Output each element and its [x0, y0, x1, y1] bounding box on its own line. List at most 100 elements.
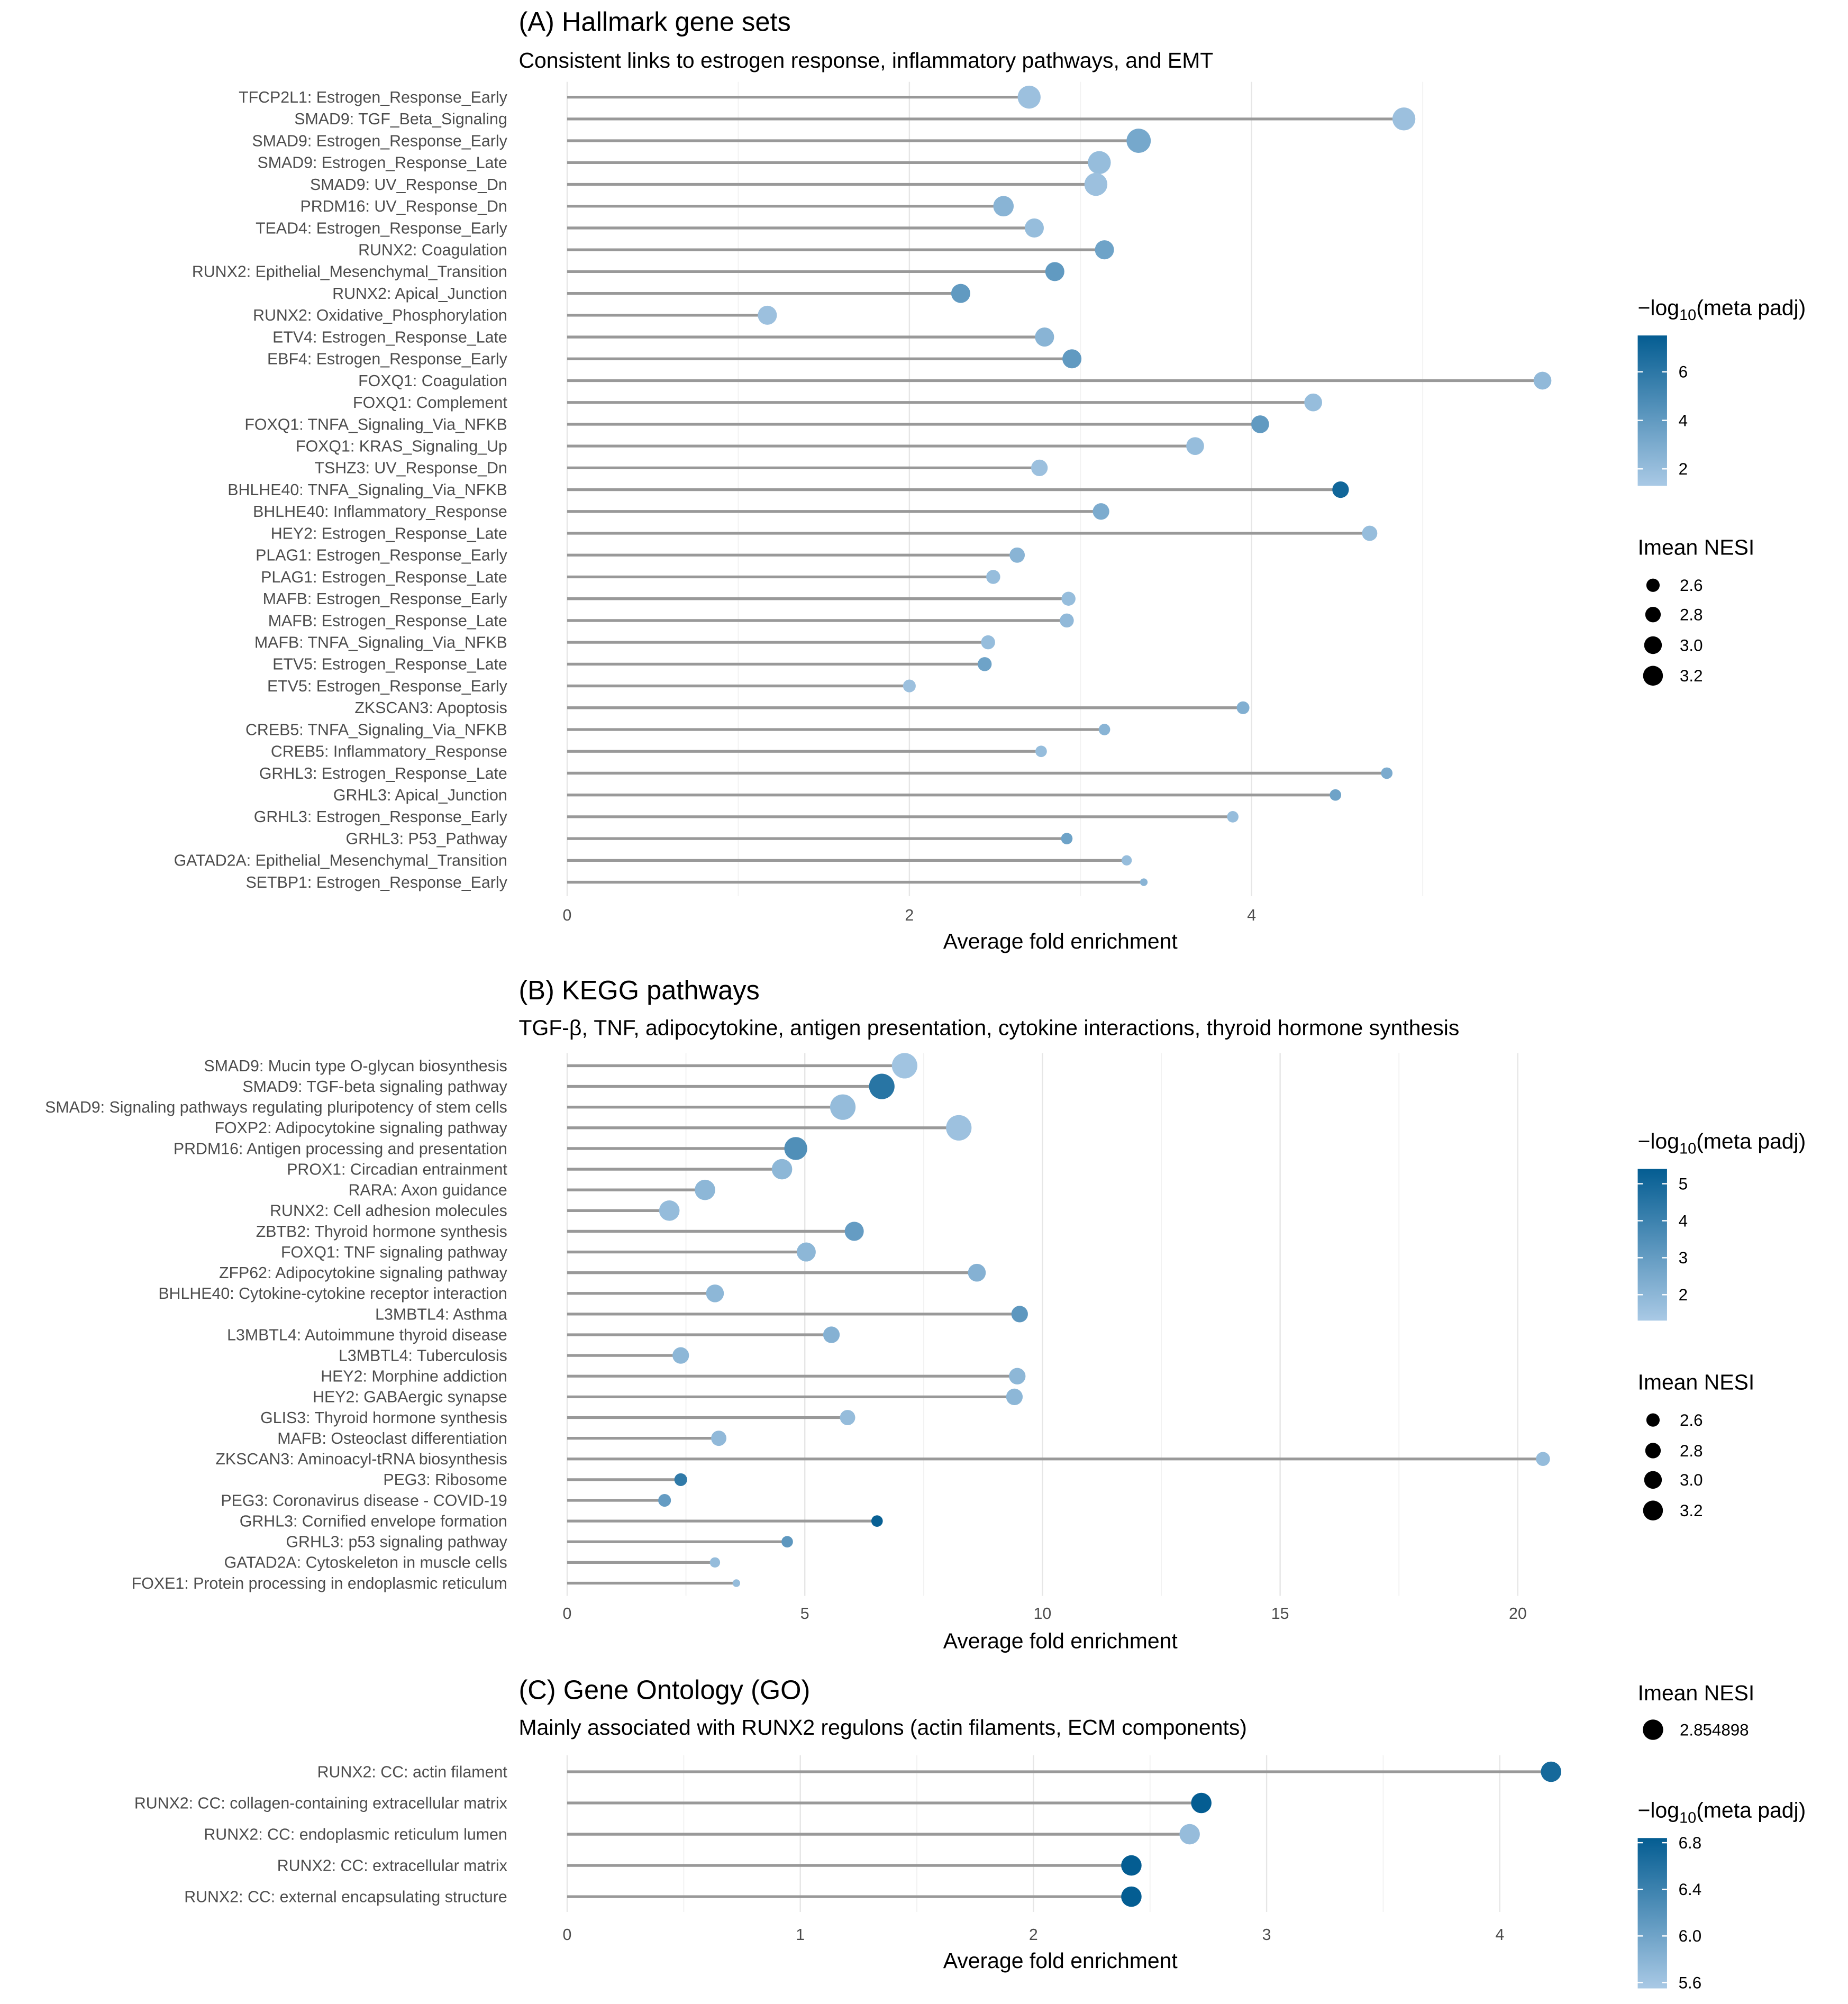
legend-title-subscript: 10 [1679, 1809, 1696, 1826]
row-label: PRDM16: UV_Response_Dn [300, 198, 507, 215]
lollipop-row: FOXQ1: Coagulation [358, 371, 1552, 390]
lollipop-point [903, 679, 916, 693]
lollipop-point [1251, 415, 1269, 433]
x-axis-title: Average fold enrichment [943, 1948, 1178, 1973]
lollipop-point [871, 1515, 883, 1527]
lollipop-row: CREB5: TNFA_Signaling_Via_NFKB [245, 721, 1110, 739]
lollipop-point [1062, 349, 1082, 369]
lollipop-row: SMAD9: Signaling pathways regulating plu… [45, 1094, 856, 1120]
row-label: SMAD9: UV_Response_Dn [310, 176, 507, 194]
x-tick-label: 20 [1509, 1605, 1527, 1623]
lollipop-row: ETV5: Estrogen_Response_Late [272, 656, 992, 673]
row-label: RUNX2: Oxidative_Phosphorylation [253, 307, 507, 324]
size-legend-label: 2.8 [1680, 606, 1703, 624]
lollipop-point [1009, 547, 1025, 563]
x-tick-label: 10 [1034, 1605, 1052, 1623]
row-label: PROX1: Circadian entrainment [287, 1161, 507, 1178]
lollipop-point [674, 1473, 687, 1486]
lollipop-point [1121, 1855, 1142, 1876]
row-label: SMAD9: TGF_Beta_Signaling [294, 111, 507, 128]
colorbar-tick-label: 4 [1679, 411, 1688, 430]
row-label: ZKSCAN3: Apoptosis [354, 699, 507, 717]
row-label: SETBP1: Estrogen_Response_Early [246, 874, 508, 891]
lollipop-row: L3MBTL4: Asthma [375, 1306, 1028, 1323]
lollipop-row: GRHL3: p53 signaling pathway [286, 1534, 793, 1551]
row-label: HEY2: Estrogen_Response_Late [271, 525, 507, 542]
row-label: RUNX2: Cell adhesion molecules [270, 1203, 507, 1220]
lollipop-row: SMAD9: Estrogen_Response_Early [252, 129, 1151, 153]
size-legend-dot [1644, 636, 1662, 654]
panel-title: (C) Gene Ontology (GO) [518, 1675, 810, 1705]
colorbar-tick-label: 2 [1679, 1286, 1688, 1304]
legend-title-prefix: −log [1638, 296, 1680, 320]
row-label: PEG3: Coronavirus disease - COVID-19 [221, 1492, 507, 1509]
lollipop-point [1031, 459, 1048, 477]
legend-title-suffix: (meta padj) [1696, 1129, 1806, 1153]
x-tick-label: 0 [563, 907, 572, 924]
row-label: GRHL3: Estrogen_Response_Late [259, 765, 507, 782]
lollipop-point [823, 1326, 840, 1343]
lollipop-row: ETV5: Estrogen_Response_Early [267, 678, 916, 695]
lollipop-row: RUNX2: CC: actin filament [317, 1761, 1561, 1782]
row-label: EBF4: Estrogen_Response_Early [267, 351, 508, 368]
row-label: GLIS3: Thyroid hormone synthesis [260, 1409, 507, 1427]
row-label: FOXE1: Protein processing in endoplasmic… [132, 1575, 507, 1592]
color-legend-title: −log10(meta padj) [1638, 296, 1806, 324]
lollipop-point [771, 1159, 793, 1180]
row-label: RUNX2: Epithelial_Mesenchymal_Transition [192, 263, 507, 281]
row-label: ETV4: Estrogen_Response_Late [272, 329, 507, 346]
lollipop-point [695, 1179, 715, 1200]
lollipop-row: SMAD9: TGF-beta signaling pathway [242, 1073, 895, 1099]
lollipop-row: ZFP62: Adipocytokine signaling pathway [219, 1263, 986, 1282]
size-legend: Imean NESI 2.6 2.8 3.0 3.2 [1638, 535, 1754, 686]
colorbar-tick-label: 6.0 [1679, 1927, 1702, 1945]
lollipop-row: EBF4: Estrogen_Response_Early [267, 349, 1082, 369]
lollipop-point [1541, 1761, 1561, 1782]
size-legend-dot [1645, 607, 1661, 623]
colorbar [1637, 335, 1667, 486]
row-label: ETV5: Estrogen_Response_Late [272, 656, 507, 673]
lollipop-point [1061, 591, 1076, 606]
lollipop-row: GRHL3: Cornified envelope formation [240, 1513, 883, 1530]
row-label: RUNX2: CC: external encapsulating struct… [184, 1888, 507, 1906]
row-label: L3MBTL4: Tuberculosis [339, 1347, 507, 1365]
lollipop-row: TFCP2L1: Estrogen_Response_Early [239, 85, 1041, 109]
lollipop-point [758, 305, 777, 325]
lollipop-row: GLIS3: Thyroid hormone synthesis [260, 1409, 855, 1427]
lollipop-row: TEAD4: Estrogen_Response_Early [256, 218, 1044, 238]
lollipop-row: TSHZ3: UV_Response_Dn [314, 460, 1048, 477]
lollipop-point [1330, 789, 1342, 801]
legend-title-prefix: −log [1638, 1129, 1680, 1153]
lollipop-point [658, 1493, 671, 1507]
x-tick-label: 0 [563, 1605, 572, 1623]
row-label: FOXQ1: TNFA_Signaling_Via_NFKB [244, 416, 507, 433]
lollipop-point [1011, 1306, 1028, 1323]
color-legend: −log10(meta padj) 5.6 6.0 6.4 6.8 [1637, 1798, 1806, 1992]
row-label: CREB5: TNFA_Signaling_Via_NFKB [245, 721, 507, 739]
lollipop-row: HEY2: GABAergic synapse [313, 1389, 1023, 1406]
lollipop-row: RARA: Axon guidance [349, 1179, 715, 1200]
row-label: ETV5: Estrogen_Response_Early [267, 678, 508, 695]
color-legend: −log10(meta padj) 2 3 4 5 [1637, 1129, 1806, 1321]
lollipop-row: HEY2: Estrogen_Response_Late [271, 525, 1378, 542]
lollipop-row: HEY2: Morphine addiction [321, 1368, 1026, 1386]
lollipop-row: PRDM16: Antigen processing and presentat… [174, 1137, 807, 1160]
lollipop-row: GATAD2A: Epithelial_Mesenchymal_Transiti… [174, 852, 1132, 870]
lollipop-row: PRDM16: UV_Response_Dn [300, 196, 1014, 217]
lollipop-point [1035, 327, 1054, 347]
lollipop-row: RUNX2: Oxidative_Phosphorylation [253, 305, 777, 325]
row-label: TFCP2L1: Estrogen_Response_Early [239, 89, 508, 106]
panel-b: (B) KEGG pathways TGF-β, TNF, adipocytoki… [45, 975, 1806, 1653]
row-label: RARA: Axon guidance [349, 1182, 507, 1199]
panel-c: (C) Gene Ontology (GO) Mainly associated … [134, 1675, 1806, 1992]
row-label: PEG3: Ribosome [383, 1471, 507, 1489]
lollipop-row: PEG3: Coronavirus disease - COVID-19 [221, 1492, 671, 1509]
size-legend-title: Imean NESI [1638, 1370, 1755, 1394]
lollipop-point [1362, 525, 1378, 541]
lollipop-point [830, 1094, 856, 1120]
row-label: GRHL3: p53 signaling pathway [286, 1534, 507, 1551]
row-label: HEY2: Morphine addiction [321, 1368, 507, 1386]
size-legend-title: Imean NESI [1638, 1681, 1755, 1705]
lollipop-point [1024, 218, 1044, 238]
row-label: MAFB: Estrogen_Response_Early [263, 590, 508, 608]
